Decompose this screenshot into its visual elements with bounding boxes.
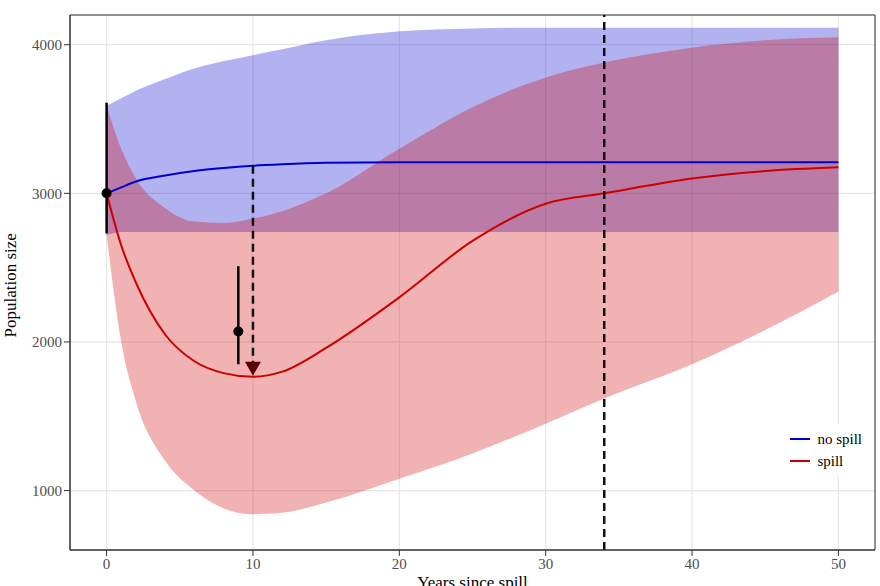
svg-text:Population size: Population size [8,233,20,337]
html-text:no spill: no spill [817,430,862,447]
svg-text:Years since spill: Years since spill [417,573,528,586]
svg-text:4000: 4000 [32,37,62,53]
svg-text:1000: 1000 [32,483,62,499]
svg-text:40: 40 [685,556,700,572]
svg-text:2000: 2000 [32,334,62,350]
svg-text:30: 30 [538,556,553,572]
svg-text:0: 0 [103,556,111,572]
svg-text:3000: 3000 [32,186,62,202]
svg-text:50: 50 [831,556,846,572]
html-text:spill: spill [817,452,844,469]
svg-text:20: 20 [392,556,407,572]
svg-text:10: 10 [245,556,260,572]
